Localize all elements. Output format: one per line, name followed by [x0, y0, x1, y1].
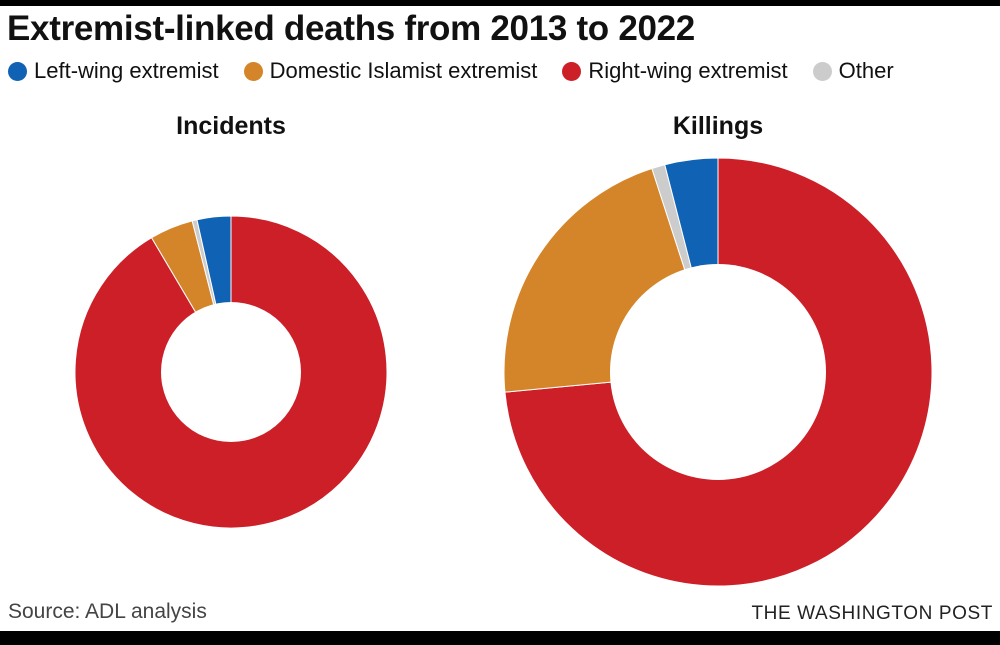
legend: Left-wing extremist Domestic Islamist ex…: [8, 58, 894, 84]
legend-item-other: Other: [812, 58, 894, 84]
bottom-rule: [0, 631, 1000, 645]
legend-label-other: Other: [838, 58, 894, 83]
killings-donut: [503, 157, 933, 587]
legend-swatch-right-wing: [562, 61, 582, 81]
top-rule: [0, 0, 1000, 6]
killings-title: Killings: [673, 112, 763, 140]
legend-item-right-wing: Right-wing extremist: [562, 58, 788, 84]
legend-label-left-wing: Left-wing extremist: [34, 58, 219, 83]
chart-title: Extremist-linked deaths from 2013 to 202…: [7, 9, 695, 48]
legend-item-left-wing: Left-wing extremist: [8, 58, 219, 84]
legend-swatch-other: [812, 61, 832, 81]
publisher-credit: THE WASHINGTON POST: [751, 603, 993, 624]
legend-label-right-wing: Right-wing extremist: [588, 58, 788, 83]
killings-donut-hole: [610, 264, 826, 480]
legend-swatch-left-wing: [8, 61, 27, 81]
incidents-title: Incidents: [176, 112, 286, 140]
incidents-donut-hole: [161, 302, 301, 442]
legend-swatch-islamist: [243, 61, 263, 81]
incidents-donut: [74, 215, 388, 529]
legend-label-islamist: Domestic Islamist extremist: [269, 58, 538, 83]
legend-item-islamist: Domestic Islamist extremist: [243, 58, 538, 84]
source-note: Source: ADL analysis: [8, 600, 207, 623]
